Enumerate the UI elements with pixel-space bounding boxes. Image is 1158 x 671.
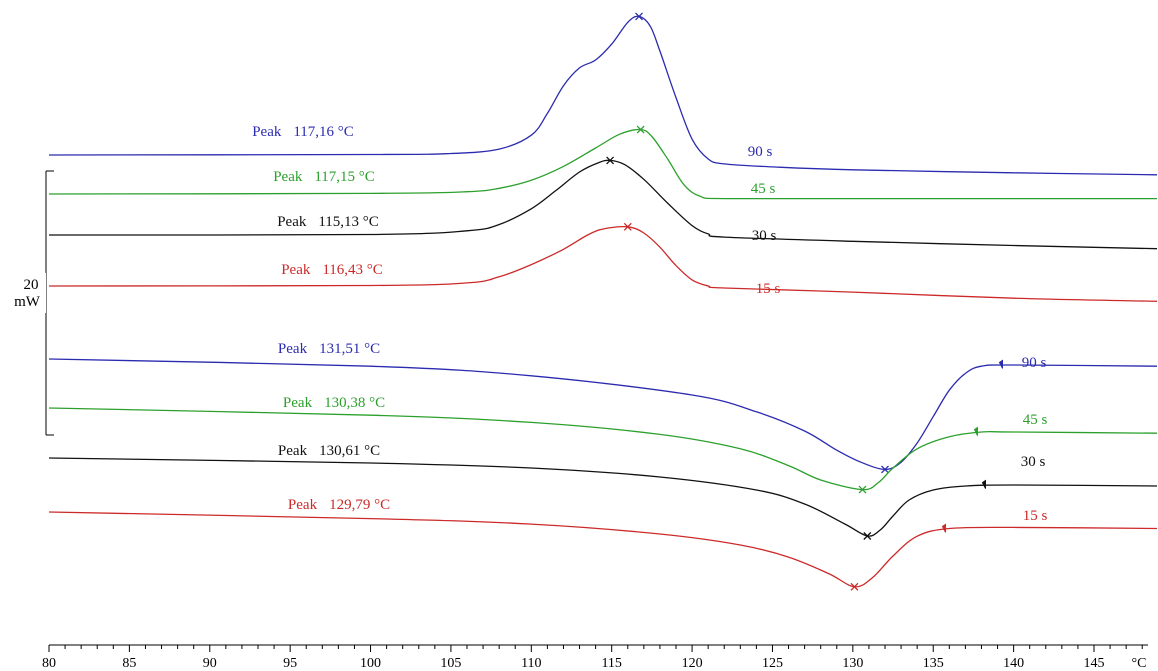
series-name-label: 30 s	[1021, 454, 1046, 470]
series-name-label: 15 s	[1023, 508, 1048, 524]
x-tick-label: 145	[1084, 656, 1105, 671]
series-name-label: 90 s	[748, 144, 773, 160]
series-name-label: 45 s	[751, 181, 776, 197]
peak-marker	[881, 465, 889, 474]
peak-label-word: Peak	[278, 341, 308, 357]
peak-label: Peak 130,61 °C	[278, 443, 380, 459]
onset-marker	[998, 359, 1003, 369]
series-name-label: 30 s	[752, 228, 777, 244]
x-axis: °C 80 85 90 95 100 105 110 115 120 125 130 135 140 14…	[42, 644, 1148, 671]
peak-label-word: Peak	[281, 262, 311, 278]
peak-label-word: Peak	[252, 124, 282, 140]
peak-label-word: Peak	[288, 497, 318, 513]
scale-bar-value: 20	[24, 277, 39, 293]
onset-marker	[973, 426, 978, 436]
peak-marker	[623, 222, 632, 231]
onset-marker	[941, 523, 946, 533]
x-tick-label: 85	[122, 656, 136, 671]
peak-label-value: 117,15 °C	[314, 169, 374, 185]
x-tick-label: 115	[601, 656, 621, 671]
scale-bar: 20 mW	[14, 170, 54, 436]
peak-label-word: Peak	[277, 214, 307, 230]
curve-crystallization-45s	[48, 128, 1157, 200]
peak-label: Peak 129,79 °C	[288, 497, 390, 513]
curve-melting-30s	[48, 457, 1158, 537]
peak-label-word: Peak	[278, 443, 308, 459]
x-tick-label: 90	[203, 656, 217, 671]
curve-melting-15s	[48, 511, 1158, 588]
peak-label: Peak 116,43 °C	[281, 262, 383, 278]
series-name-label: 45 s	[1023, 412, 1048, 428]
peak-label-value: 131,51 °C	[319, 341, 380, 357]
peak-marker	[636, 125, 645, 134]
peak-label: Peak 130,38 °C	[283, 395, 385, 411]
peak-label-value: 130,61 °C	[319, 443, 380, 459]
x-tick-label: 100	[360, 656, 381, 671]
x-tick-label: 135	[923, 656, 944, 671]
curve-crystallization-90s	[48, 15, 1158, 176]
labels: Peak 117,16 °C 90 s Peak 117,15 °C 45 s Peak 11…	[252, 124, 1047, 524]
x-tick-label: 80	[42, 656, 56, 671]
x-tick-label: 95	[283, 656, 297, 671]
peak-label-word: Peak	[283, 395, 313, 411]
peak-label: Peak 117,16 °C	[252, 124, 354, 140]
x-axis-unit: °C	[1132, 656, 1147, 671]
x-tick-label: 110	[521, 656, 541, 671]
scale-bar-unit: mW	[14, 294, 41, 310]
series-name-label: 15 s	[756, 281, 781, 297]
x-tick-label: 105	[440, 656, 461, 671]
peak-marker	[606, 156, 615, 165]
curves	[48, 12, 1158, 591]
peak-label-word: Peak	[273, 169, 303, 185]
peak-label-value: 115,13 °C	[318, 214, 378, 230]
peak-label: Peak 115,13 °C	[277, 214, 379, 230]
peak-label-value: 117,16 °C	[293, 124, 353, 140]
series-name-label: 90 s	[1022, 355, 1047, 371]
x-tick-label: 130	[842, 656, 863, 671]
curve-crystallization-30s	[48, 159, 1158, 250]
peak-marker	[635, 12, 643, 21]
x-tick-label: 125	[762, 656, 783, 671]
onset-marker	[981, 479, 986, 489]
peak-label: Peak 131,51 °C	[278, 341, 380, 357]
curve-crystallization-15s	[48, 226, 1158, 302]
peak-marker	[863, 532, 872, 540]
peak-label-value: 129,79 °C	[329, 497, 390, 513]
peak-label-value: 116,43 °C	[322, 262, 382, 278]
curve-melting-90s	[48, 358, 1158, 471]
peak-marker	[858, 485, 867, 494]
curve-melting-45s	[48, 407, 1158, 491]
peak-marker	[850, 582, 859, 591]
x-tick-label: 140	[1003, 656, 1024, 671]
x-tick-label: 120	[682, 656, 703, 671]
peak-label-value: 130,38 °C	[324, 395, 385, 411]
peak-label: Peak 117,15 °C	[273, 169, 375, 185]
